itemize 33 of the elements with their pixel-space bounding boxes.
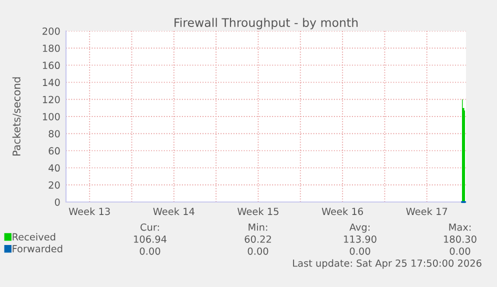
x-tick-label: Week 16 — [322, 208, 363, 216]
y-axis-title: Packets/second — [12, 77, 22, 156]
text: 0.00 — [140, 247, 160, 255]
text: 113.90 — [344, 235, 376, 243]
text: Cur: — [140, 223, 159, 231]
text: 0.00 — [248, 247, 268, 255]
y-tick-label: 0 — [54, 198, 60, 206]
y-tick-label: 40 — [48, 164, 60, 172]
text: 180.30 — [444, 235, 476, 243]
y-tick-label: 120 — [42, 96, 60, 104]
text: 0.00 — [350, 247, 370, 255]
y-tick-label: 200 — [42, 27, 60, 35]
y-tick-label: 20 — [48, 181, 60, 189]
text: 106.94 — [134, 235, 166, 243]
y-tick-label: 100 — [42, 112, 60, 120]
text: 0.00 — [450, 247, 470, 255]
y-tick-label: 160 — [42, 62, 60, 70]
text: Max: — [449, 224, 471, 231]
x-tick-label: Week 14 — [153, 208, 194, 216]
y-tick-label: 80 — [48, 130, 60, 138]
x-tick-label: Week 15 — [237, 208, 278, 216]
legend-label: Forwarded — [12, 244, 62, 252]
y-tick-label: 60 — [48, 147, 60, 155]
text: Min: — [248, 223, 268, 231]
x-tick-label: Week 17 — [406, 208, 448, 216]
text: Avg: — [349, 224, 370, 233]
x-tick-label: Week 13 — [68, 208, 110, 216]
legend-label: Received — [12, 233, 56, 241]
text: 60.22 — [244, 235, 271, 243]
text: Last update: Sat Apr 25 17:50:00 2026 — [293, 259, 482, 269]
y-tick-label: 140 — [42, 78, 60, 86]
chart-title: Firewall Throughput - by month — [174, 18, 358, 30]
y-tick-label: 180 — [42, 44, 60, 52]
